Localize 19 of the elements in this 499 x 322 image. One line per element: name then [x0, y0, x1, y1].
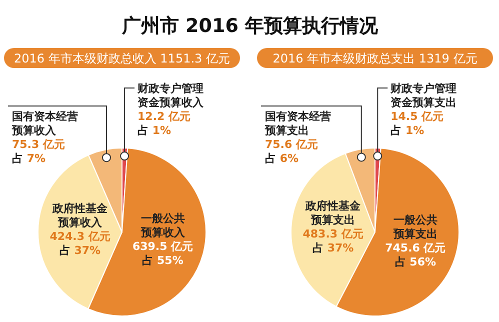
data-label: 12.2 亿元占 1% — [138, 110, 191, 137]
slice-label: 政府性基金预算支出 — [304, 200, 362, 226]
chart-subtitle: 2016 年市本级财政总收入 1151.3 亿元 — [14, 52, 230, 66]
data-label: 745.6 亿元占 56% — [385, 241, 446, 268]
slice-label: 国有资本经营预算支出 — [264, 110, 331, 137]
data-label: 75.6 亿元占 6% — [265, 138, 318, 165]
slice-label: 财政专户管理资金预算收入 — [136, 82, 205, 109]
slice-label: 一般公共预算收入 — [140, 212, 186, 240]
slice-label: 财政专户管理资金预算支出 — [390, 82, 457, 109]
slice-label: 国有资本经营预算收入 — [11, 110, 78, 137]
data-label: 424.3 亿元占 37% — [50, 230, 110, 257]
slice-label: 一般公共预算支出 — [392, 213, 438, 240]
slice-label: 政府性基金预算收入 — [52, 202, 108, 229]
text: 广州市 2016 年预算执行情况 — [120, 15, 380, 37]
data-label: 14.5 亿元占 1% — [390, 110, 444, 137]
data-label: 483.3 亿元占 37% — [302, 228, 364, 254]
data-label: 75.3 亿元占 7% — [12, 138, 65, 165]
chart-subtitle: 2016 年市本级财政总支出 1319 亿元 — [272, 52, 478, 66]
data-label: 639.5 亿元占 55% — [132, 240, 194, 268]
